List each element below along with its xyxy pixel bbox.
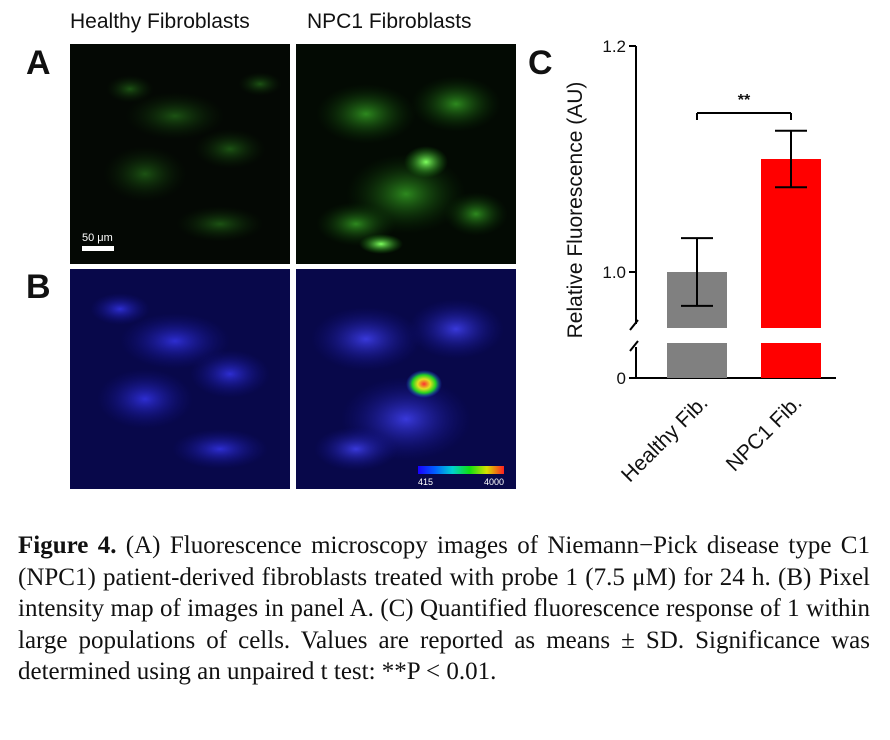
panel-label-c: C [528, 44, 553, 82]
scale-bar: 50 μm [82, 232, 114, 251]
intensity-map-b-npc1 [296, 269, 516, 489]
x-category-label: NPC1 Fib. [722, 391, 807, 476]
y-tick-label: 0 [617, 369, 626, 388]
y-axis-break-mark [629, 340, 639, 352]
caption-text: (A) Fluorescence microscopy images of Ni… [18, 532, 870, 685]
column-header-healthy: Healthy Fibroblasts [70, 10, 250, 33]
colorbar-min-label: 415 [418, 477, 434, 487]
bar-chart-c: 0 1.0 1.2 Relative Fluorescence (AU) Healthy… [564, 37, 836, 487]
scale-bar-line [82, 246, 114, 251]
panel-label-b: B [26, 268, 51, 306]
scale-bar-label: 50 μm [82, 232, 113, 244]
micrograph-a-healthy [70, 44, 290, 264]
y-tick-label: 1.0 [602, 263, 626, 282]
micrograph-a-npc1 [296, 44, 516, 264]
column-header-npc1: NPC1 Fibroblasts [307, 10, 472, 33]
intensity-colorbar [418, 466, 504, 474]
figure-caption: Figure 4. (A) Fluorescence microscopy im… [18, 530, 870, 688]
significance-label: ** [738, 92, 751, 109]
y-tick-label: 1.2 [602, 37, 626, 56]
x-category-label: Healthy Fib. [617, 391, 712, 486]
caption-label: Figure 4. [18, 532, 117, 559]
bar-lower-healthy [667, 343, 727, 378]
intensity-map-b-healthy [70, 269, 290, 489]
colorbar-max-label: 4000 [484, 477, 505, 487]
panel-label-a: A [26, 44, 51, 82]
bar-lower-npc1 [761, 343, 821, 378]
y-axis-break-mark [629, 319, 639, 331]
y-axis-title: Relative Fluorescence (AU) [564, 82, 587, 339]
